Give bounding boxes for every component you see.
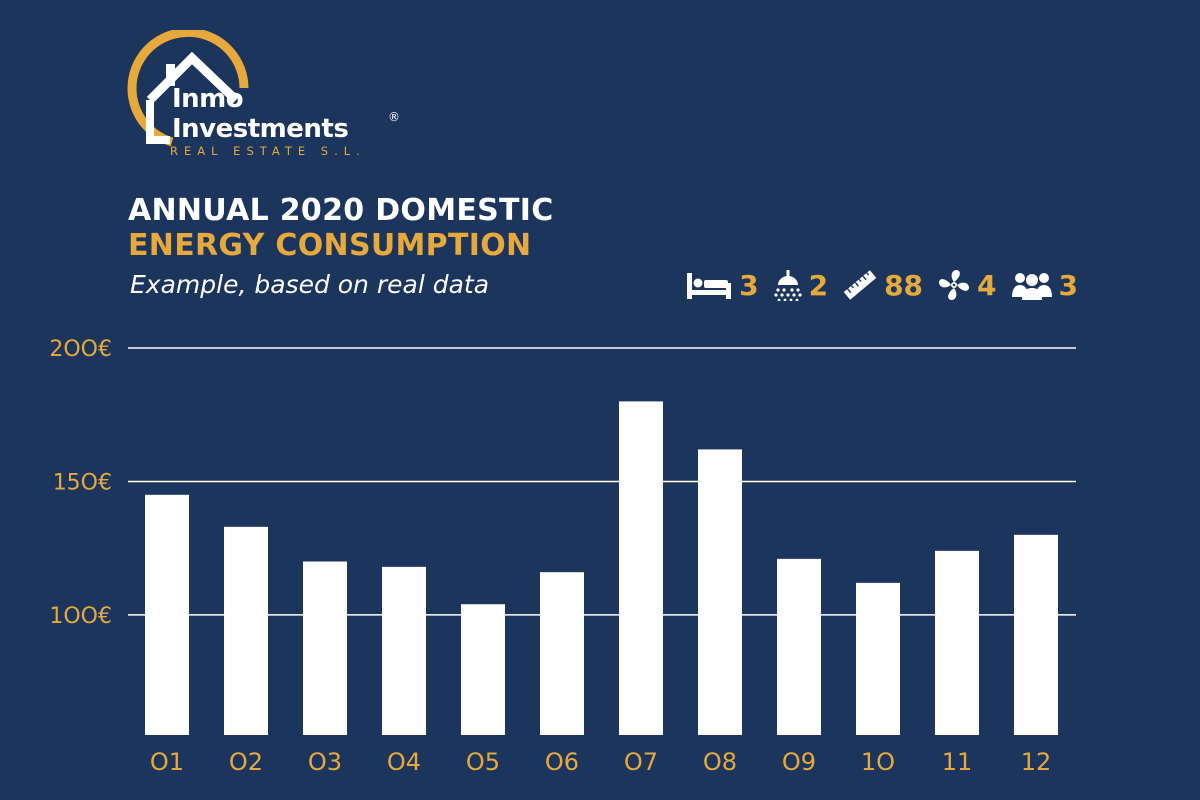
bar [777,558,821,735]
chart-title-line1: ANNUAL 2020 DOMESTIC [128,193,554,228]
shower-icon [773,270,802,301]
bar [1014,534,1058,735]
x-category-label: O1 [150,748,184,776]
y-tick-label: 15O€ [53,470,112,495]
bar [145,494,189,735]
x-category-label: O3 [308,748,342,776]
y-tick-label: 1OO€ [49,604,112,629]
bar [382,566,426,735]
x-category-label: O7 [624,748,658,776]
feature-bedrooms: 3 [685,268,759,302]
x-axis-category-labels: O1 O2 O3 O4 O5 O6 O7 O8 O9 1O 11 12 [150,748,1051,776]
feature-area: 88 [842,269,923,302]
bar [935,550,979,735]
x-category-label: 11 [942,748,973,776]
bar [619,401,663,735]
feature-value: 2 [808,268,829,302]
y-tick-label: 2OO€ [49,337,112,362]
chart-bars [145,401,1058,735]
x-category-label: O2 [229,748,263,776]
y-axis-tick-labels: 1OO€ 15O€ 2OO€ [49,337,112,629]
logo-subline: REAL ESTATE S.L. [170,144,366,158]
feature-bathrooms: 2 [773,269,828,302]
feature-air-conditioning: 4 [937,268,997,302]
x-category-label: O5 [466,748,500,776]
chart-subtitle: Example, based on real data [130,270,490,299]
company-logo: Inmo Investments ® REAL ESTATE S.L. [120,30,420,165]
logo-text-inmo: Inmo [172,84,244,114]
x-category-label: 12 [1021,748,1052,776]
chart-title-line2: ENERGY CONSUMPTION [128,228,532,263]
bed-icon [687,273,732,299]
x-category-label: O9 [782,748,816,776]
registered-mark: ® [388,110,400,124]
feature-value: 4 [977,268,997,302]
bar [856,582,900,735]
property-features: 3 2 88 [671,265,1078,305]
x-category-label: O8 [703,748,737,776]
bar [461,604,505,735]
people-icon [1011,273,1052,300]
x-category-label: O4 [387,748,421,776]
house-arc-icon [127,30,249,147]
ruler-icon [843,270,877,300]
feature-value: 3 [739,268,759,302]
chart-gridlines [128,347,1076,616]
logo-text-investments: Investments [172,114,349,144]
feature-value: 88 [884,268,924,302]
feature-occupants: 3 [1011,269,1078,302]
x-category-label: O6 [545,748,579,776]
feature-value: 3 [1058,268,1078,302]
fan-icon [939,270,970,300]
x-category-label: 1O [861,748,895,776]
bar [698,449,742,735]
bar [303,561,347,735]
bar [540,572,584,735]
bar [224,526,268,735]
